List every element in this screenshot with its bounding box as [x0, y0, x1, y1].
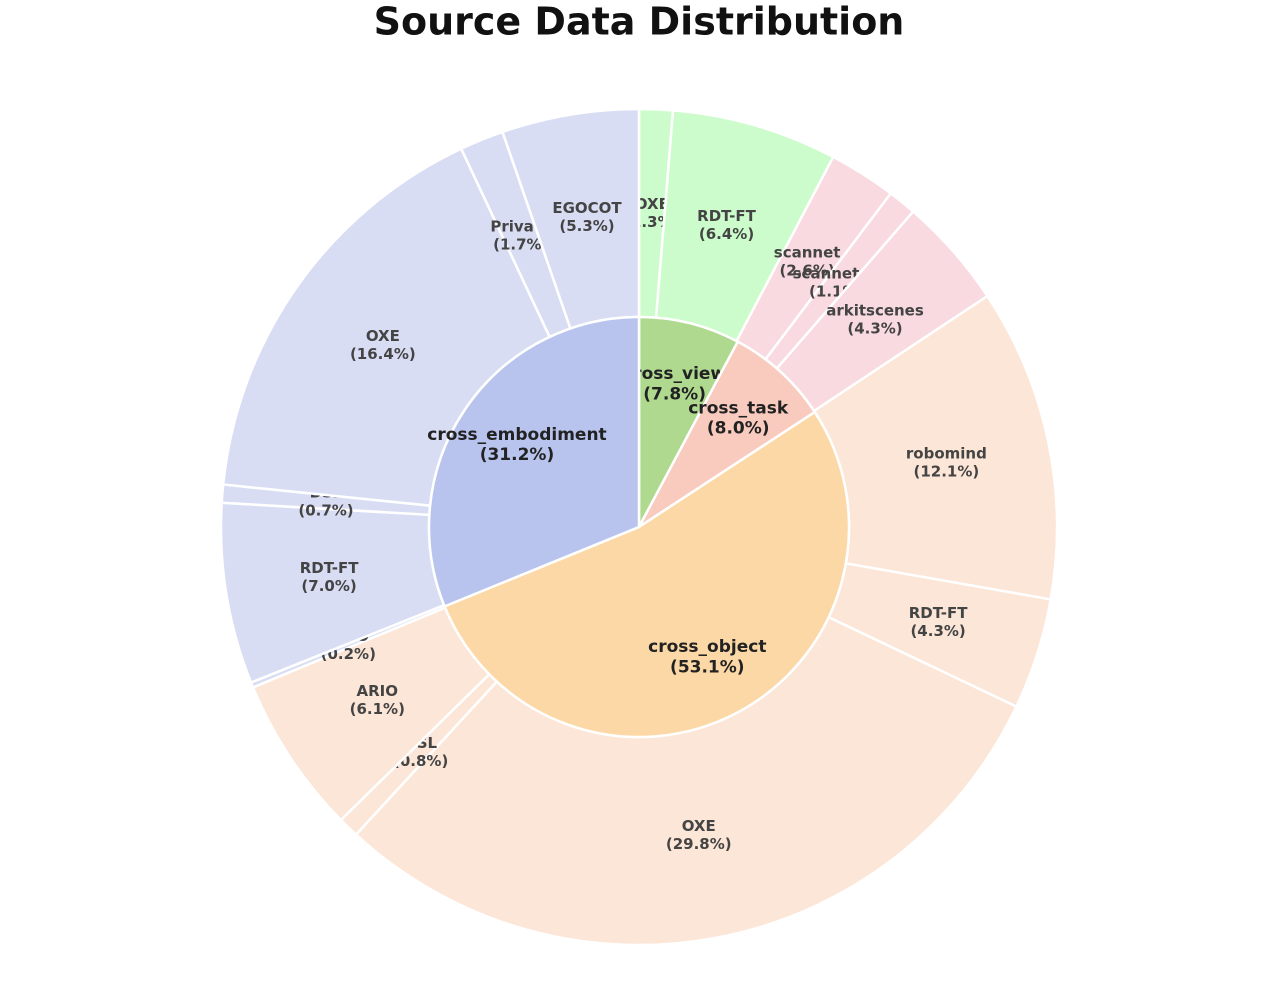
outer-label-name: RDT-FT — [909, 604, 969, 622]
inner-wedge — [637, 339, 817, 529]
outer-label-value: (16.4%) — [350, 345, 416, 363]
outer-label-value: (4.3%) — [847, 319, 902, 337]
outer-label-name: scannet — [774, 243, 841, 261]
outer-label-name: OXE — [635, 195, 669, 213]
inner-label-value: (7.8%) — [643, 385, 706, 405]
outer-label-value: (1.7%) — [493, 236, 548, 254]
inner-label-name: cross_view — [623, 364, 726, 384]
outer-label-value: (6.4%) — [699, 225, 754, 243]
outer-label-value: (12.1%) — [914, 462, 980, 480]
outer-label-value: (29.8%) — [666, 835, 732, 853]
inner-wedge — [442, 410, 851, 739]
inner-wedge — [637, 315, 740, 528]
outer-label-name: RDT-FT — [697, 207, 757, 225]
outer-label-name: arkitscenes — [826, 301, 924, 319]
inner-label-value: (53.1%) — [670, 657, 745, 677]
outer-label-name: EGOCOT — [552, 199, 622, 217]
chart-title: Source Data Distribution — [374, 0, 905, 44]
outer-label-name: ARIO — [357, 682, 399, 700]
inner-label-name: cross_embodiment — [427, 425, 606, 445]
outer-label-value: (4.3%) — [910, 622, 965, 640]
outer-label-name: OXE — [366, 327, 400, 345]
inner-wedge — [427, 315, 641, 609]
outer-label-name: robomind — [906, 444, 987, 462]
outer-label-name: OXE — [682, 817, 716, 835]
outer-label-name: RDT-FT — [300, 559, 360, 577]
inner-label-name: cross_task — [688, 398, 789, 418]
inner-label-value: (31.2%) — [480, 445, 555, 465]
inner-label-value: (8.0%) — [707, 419, 770, 439]
outer-label-value: (2.6%) — [779, 261, 834, 279]
inner-label-name: cross_object — [648, 637, 766, 657]
outer-label-value: (7.0%) — [301, 577, 356, 595]
outer-label-value: (5.3%) — [559, 217, 614, 235]
outer-label-value: (0.7%) — [298, 501, 353, 519]
outer-label-value: (6.1%) — [350, 700, 405, 718]
